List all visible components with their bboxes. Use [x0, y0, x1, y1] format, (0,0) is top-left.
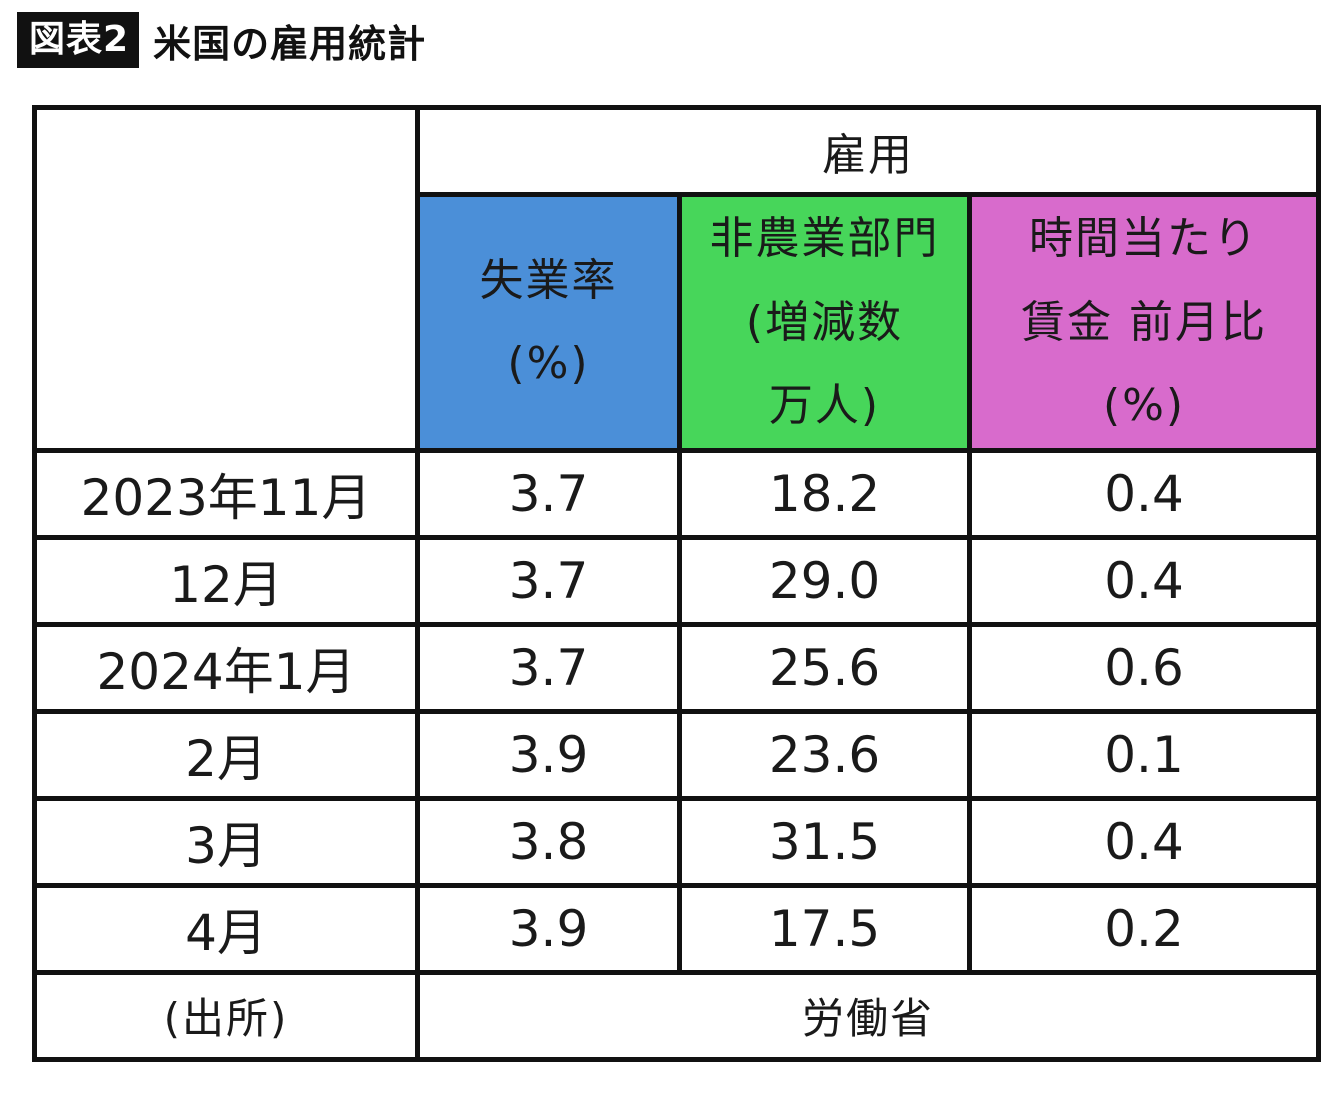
period-cell: 3月 — [32, 795, 420, 888]
table-row: 12月 3.7 29.0 0.4 — [32, 534, 1322, 627]
wages-cell: 0.6 — [966, 621, 1322, 714]
period-cell: 2024年1月 — [32, 621, 420, 714]
payrolls-cell: 17.5 — [677, 882, 972, 975]
period-cell: 4月 — [32, 882, 420, 975]
table-row: 2023年11月 3.7 18.2 0.4 — [32, 447, 1322, 540]
table-row: 2024年1月 3.7 25.6 0.6 — [32, 621, 1322, 714]
source-label: (出所) — [163, 994, 289, 1044]
table-row: 2月 3.9 23.6 0.1 — [32, 708, 1322, 801]
table-row: 4月 3.9 17.5 0.2 — [32, 882, 1322, 975]
payrolls-cell: 29.0 — [677, 534, 972, 627]
corner-cell — [32, 105, 420, 453]
figure-label: 図表2 — [17, 12, 140, 68]
wages-cell: 0.4 — [966, 795, 1322, 888]
header-unemployment: 失業率 (%) — [415, 192, 682, 453]
source-label-cell: (出所) — [32, 969, 420, 1062]
header-payrolls-line: (増減数 — [745, 296, 904, 348]
header-wages-line: 時間当たり — [1029, 213, 1259, 264]
wages-cell: 0.4 — [966, 447, 1322, 540]
header-payrolls-line: 非農業部門 — [709, 213, 940, 264]
period-cell: 2023年11月 — [32, 447, 420, 540]
source-value: 労働省 — [802, 994, 935, 1044]
payrolls-cell: 31.5 — [677, 795, 972, 888]
header-unemployment-line: (%) — [507, 338, 590, 390]
wages-cell: 0.2 — [966, 882, 1322, 975]
table-row: 3月 3.8 31.5 0.4 — [32, 795, 1322, 888]
header-wages-line: (%) — [1102, 380, 1186, 432]
payrolls-cell: 25.6 — [677, 621, 972, 714]
payrolls-cell: 23.6 — [677, 708, 972, 801]
unemployment-cell: 3.7 — [415, 534, 682, 627]
figure-title-bar: 図表2 米国の雇用統計 — [17, 12, 426, 68]
header-payrolls: 非農業部門 (増減数 万人) — [677, 192, 972, 453]
header-wages: 時間当たり 賃金 前月比 (%) — [966, 192, 1322, 453]
header-unemployment-line: 失業率 — [479, 254, 618, 306]
header-payrolls-line: 万人) — [768, 380, 881, 432]
wages-cell: 0.1 — [966, 708, 1322, 801]
source-value-cell: 労働省 — [414, 969, 1322, 1062]
period-cell: 12月 — [32, 534, 420, 627]
unemployment-cell: 3.9 — [415, 708, 682, 801]
source-row: (出所) 労働省 — [32, 969, 1322, 1062]
payrolls-cell: 18.2 — [677, 447, 972, 540]
group-header-cell: 雇用 — [414, 105, 1322, 197]
employment-statistics-table: 雇用 失業率 (%) 非農業部門 (増減数 万人) 時間当たり 賃金 前月比 (… — [32, 105, 1322, 1062]
unemployment-cell: 3.7 — [415, 621, 682, 714]
group-header-row: 雇用 — [32, 105, 1322, 453]
wages-cell: 0.4 — [966, 534, 1322, 627]
unemployment-cell: 3.9 — [415, 882, 682, 975]
group-header-label: 雇用 — [822, 130, 914, 181]
figure-title: 米国の雇用統計 — [153, 21, 427, 66]
unemployment-cell: 3.8 — [415, 795, 682, 888]
period-cell: 2月 — [32, 708, 420, 801]
unemployment-cell: 3.7 — [415, 447, 682, 540]
header-wages-line: 賃金 前月比 — [1021, 296, 1267, 348]
column-header-row: 失業率 (%) 非農業部門 (増減数 万人) 時間当たり 賃金 前月比 (%) — [35, 192, 1322, 453]
